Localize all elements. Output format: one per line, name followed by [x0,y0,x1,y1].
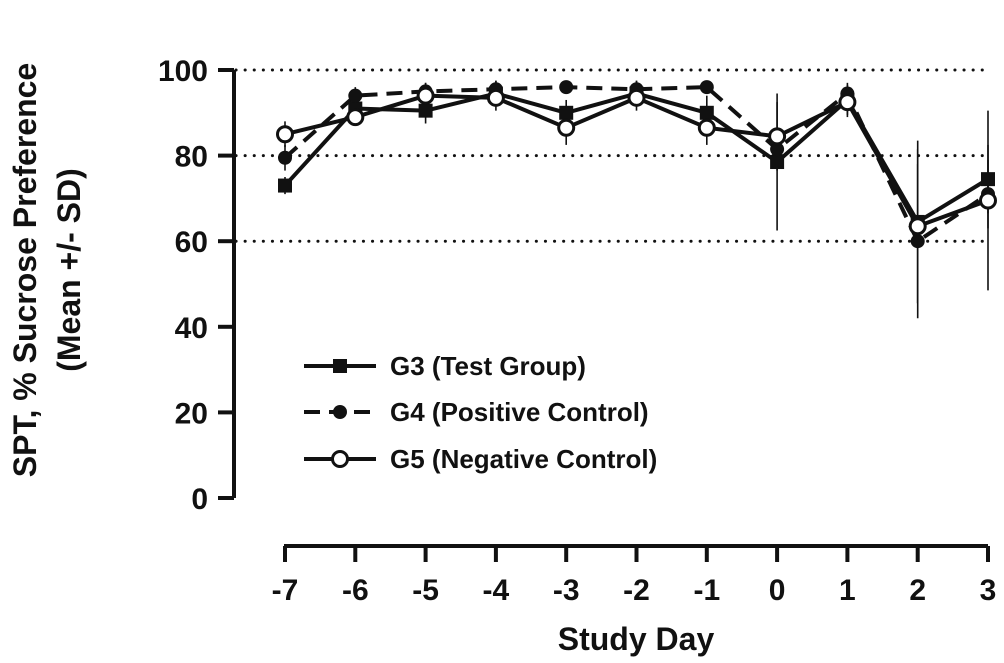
x-tick-label--7: -7 [272,574,299,607]
data-point-s2-5 [627,88,646,107]
series-line-2 [284,93,989,229]
y-tick-label-80: 80 [175,141,208,174]
data-point-s0-7 [770,155,785,170]
x-tick-label-1: 1 [839,574,856,607]
y-tick-label-40: 40 [175,312,208,345]
data-point-s0-2 [418,103,433,118]
data-point-s2-2 [416,86,435,105]
x-ticks: -7 -6 -5 -4 -3 -2 -1 0 1 2 3 [272,546,997,607]
y-tick-label-60: 60 [175,226,208,259]
data-point-s2-8 [838,93,857,112]
data-point-s0-0 [278,178,292,193]
series-markers [276,80,997,249]
data-point-s1-7 [770,142,785,157]
data-point-s2-4 [557,118,576,137]
x-tick-label-0: 0 [769,574,786,607]
legend: G3 (Test Group) G4 (Positive Control) G5 (… [304,351,657,474]
legend-label-0: G3 (Test Group) [390,351,586,381]
x-tick-label-3: 3 [980,574,997,607]
x-tick-label--2: -2 [623,574,650,607]
data-point-s2-6 [697,118,716,137]
data-point-s2-7 [768,127,787,146]
data-point-s2-10 [979,191,997,210]
error-bars [284,80,989,319]
data-point-s2-0 [276,125,294,144]
axes [232,70,988,548]
x-tick-label--3: -3 [553,574,580,607]
x-axis-title: Study Day [558,621,715,657]
y-tick-label-20: 20 [175,397,208,430]
x-tick-label--1: -1 [693,574,720,607]
data-point-s0-6 [699,105,714,120]
legend-label-2: G5 (Negative Control) [390,444,657,474]
data-point-s2-3 [486,88,505,107]
y-tick-label-0: 0 [191,483,208,516]
reference-lines [234,68,992,243]
data-point-s1-9 [910,234,925,249]
data-point-s2-1 [346,108,365,127]
x-tick-label--5: -5 [412,574,439,607]
x-tick-label--4: -4 [483,574,510,607]
y-axis-title-line1: SPT, % Sucrose Preference [7,63,43,477]
data-point-s2-9 [908,217,927,236]
x-tick-label--6: -6 [342,574,369,607]
data-point-s0-10 [981,172,995,187]
data-point-s1-4 [559,80,574,95]
x-tick-label-2: 2 [909,574,926,607]
y-tick-label-100: 100 [158,55,208,88]
data-point-s0-4 [559,105,574,120]
data-point-s1-1 [348,88,363,103]
legend-marker-0 [333,359,347,373]
legend-marker-1 [333,405,347,419]
legend-marker-2 [331,450,349,468]
y-ticks: 0 20 40 60 80 100 [158,55,234,516]
data-point-s1-6 [699,80,714,95]
series-line-0 [283,91,990,224]
legend-label-1: G4 (Positive Control) [390,397,649,427]
data-point-s1-0 [278,150,292,165]
y-axis-title-line2: (Mean +/- SD) [51,168,87,372]
